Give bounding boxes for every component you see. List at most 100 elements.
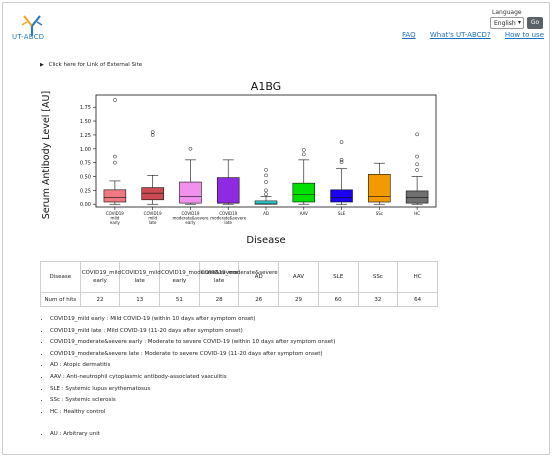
- table-cell: 22: [79, 292, 121, 307]
- outlier-point: [188, 146, 193, 151]
- table-column-header: COVID19_moderate&severe late: [198, 261, 278, 293]
- table-cell: 13: [119, 292, 161, 307]
- box-ad: [254, 168, 278, 205]
- outlier-point: [150, 130, 155, 134]
- y-tick-label: 1.25: [80, 133, 91, 139]
- list-item: AU : Arbitrary unit: [50, 431, 100, 437]
- x-tick-label-line: AAV: [300, 211, 308, 216]
- box-body: [368, 173, 391, 203]
- y-tick-label: 1.00: [80, 147, 91, 153]
- y-tick-label: 0.50: [80, 175, 91, 181]
- hits-table: Disease COVID19_mild early COVID19_mild …: [40, 261, 438, 307]
- box-body: [330, 189, 353, 203]
- x-tick-label-line: COVID19: [106, 211, 124, 216]
- table-column-header: HC: [397, 261, 438, 293]
- outlier-point: [264, 188, 268, 193]
- x-tick-label-line: late: [149, 220, 157, 225]
- outlier-point: [339, 158, 344, 162]
- table-header-row: Disease COVID19_mild early COVID19_mild …: [40, 261, 438, 293]
- x-tick-label-line: early: [185, 220, 196, 225]
- go-button[interactable]: Go: [527, 17, 543, 29]
- x-tick-label: COVID19 mild late: [144, 211, 162, 225]
- table-column-header: COVID19_mild early: [79, 261, 121, 293]
- x-tick-label-line: moderate&severe: [210, 216, 247, 221]
- list-item: SLE : Systemic lupus erythematosus: [50, 384, 335, 396]
- language-selected-value: English: [494, 20, 516, 27]
- table-cell: 28: [198, 292, 240, 307]
- outlier-point: [264, 173, 268, 178]
- y-tick-label: 0.25: [80, 188, 91, 194]
- x-tick-label-line: early: [110, 220, 121, 225]
- external-link-label: Click here for Link of External Site: [48, 62, 143, 68]
- outlier-point: [113, 160, 117, 165]
- box-body: [179, 181, 202, 204]
- outlier-point: [301, 148, 306, 152]
- x-tick-label-line: AD: [263, 211, 269, 216]
- x-tick-label-line: moderate&severe: [172, 216, 209, 221]
- box-covid19-mild-late: [141, 130, 164, 205]
- x-tick-label-line: late: [224, 220, 232, 225]
- x-tick-label: SLE: [338, 211, 346, 216]
- disclosure-triangle-icon: ▶: [40, 62, 44, 68]
- x-tick-label-line: COVID19: [181, 211, 199, 216]
- outlier-point: [301, 152, 306, 157]
- language-select[interactable]: English ▾: [490, 17, 524, 29]
- list-item: COVID19_mild early : Mild COVID-19 (with…: [50, 314, 335, 326]
- disease-legend-list: COVID19_mild early : Mild COVID-19 (with…: [40, 314, 335, 418]
- outlier-point: [339, 160, 344, 164]
- external-link-toggle[interactable]: ▶ Click here for Link of External Site: [40, 62, 142, 68]
- table-column-header: COVID19_moderate&severe early: [159, 261, 238, 293]
- plot-area-frame: [95, 94, 437, 208]
- table-cell: 26: [238, 292, 280, 307]
- list-item: COVID19_moderate&severe early : Moderate…: [50, 337, 335, 349]
- table-column-header: SSc: [357, 261, 399, 293]
- nav-link-faq[interactable]: FAQ: [402, 31, 416, 39]
- list-item: HC : Healthy control: [50, 407, 335, 419]
- ut-abcd-logo-icon[interactable]: [17, 13, 47, 37]
- x-tick-label: AAV: [300, 211, 308, 216]
- box-body: [141, 187, 164, 201]
- outlier-point: [264, 168, 268, 172]
- chart-title: A1BG: [251, 80, 281, 93]
- outlier-point: [113, 154, 117, 159]
- table-column-header: SLE: [317, 261, 359, 293]
- table-cell: 60: [317, 292, 359, 307]
- x-tick-label-line: SSc: [376, 211, 383, 216]
- chevron-down-icon: ▾: [517, 19, 521, 26]
- x-tick-label: COVID19 moderate&severe late: [210, 211, 247, 225]
- box-plot-chart: A1BG Serum Antibody Level [AU] Disease 0.00…: [41, 80, 437, 246]
- nav-link-how-to-use[interactable]: How to use: [504, 31, 544, 39]
- x-tick-label-line: COVID19: [219, 211, 237, 216]
- box-body: [216, 177, 240, 204]
- table-cell: 29: [278, 292, 319, 307]
- list-item: COVID19_moderate&severe late : Moderate …: [50, 349, 335, 361]
- box-covid19-moderate-severe-late: [216, 159, 240, 205]
- table-column-header: AAV: [278, 261, 319, 293]
- box-sle: [330, 140, 353, 205]
- outlier-point: [264, 180, 268, 184]
- logo-text: UT-ABCD: [12, 33, 45, 41]
- list-item: AD : Atopic dermatitis: [50, 360, 335, 372]
- table-column-header: COVID19_mild late: [119, 261, 161, 293]
- language-label: Language: [492, 9, 522, 16]
- x-tick-label-line: mild: [111, 216, 120, 221]
- table-row-header: Disease: [40, 261, 81, 293]
- x-tick-label-line: COVID19: [144, 211, 162, 216]
- list-item: AAV : Anti-neutrophil cytoplasmic antibo…: [50, 372, 335, 384]
- outlier-point: [415, 154, 419, 159]
- box-body: [254, 200, 278, 205]
- box-hc: [405, 132, 429, 205]
- outlier-point: [264, 192, 268, 197]
- table-row-header: Num of hits: [40, 292, 81, 307]
- x-tick-label-line: SLE: [338, 211, 346, 216]
- box-covid19-moderate-severe-early: [179, 146, 202, 205]
- outlier-point: [339, 140, 344, 144]
- outlier-point: [150, 133, 155, 137]
- table-cell: 51: [159, 292, 200, 307]
- nav-link-about[interactable]: What's UT-ABCD?: [429, 31, 491, 39]
- y-tick-label: 1.75: [80, 105, 91, 111]
- x-tick-label-line: HC: [414, 211, 420, 216]
- table-cell: 64: [397, 292, 438, 307]
- table-column-header: AD: [238, 261, 280, 293]
- box-body: [103, 189, 127, 203]
